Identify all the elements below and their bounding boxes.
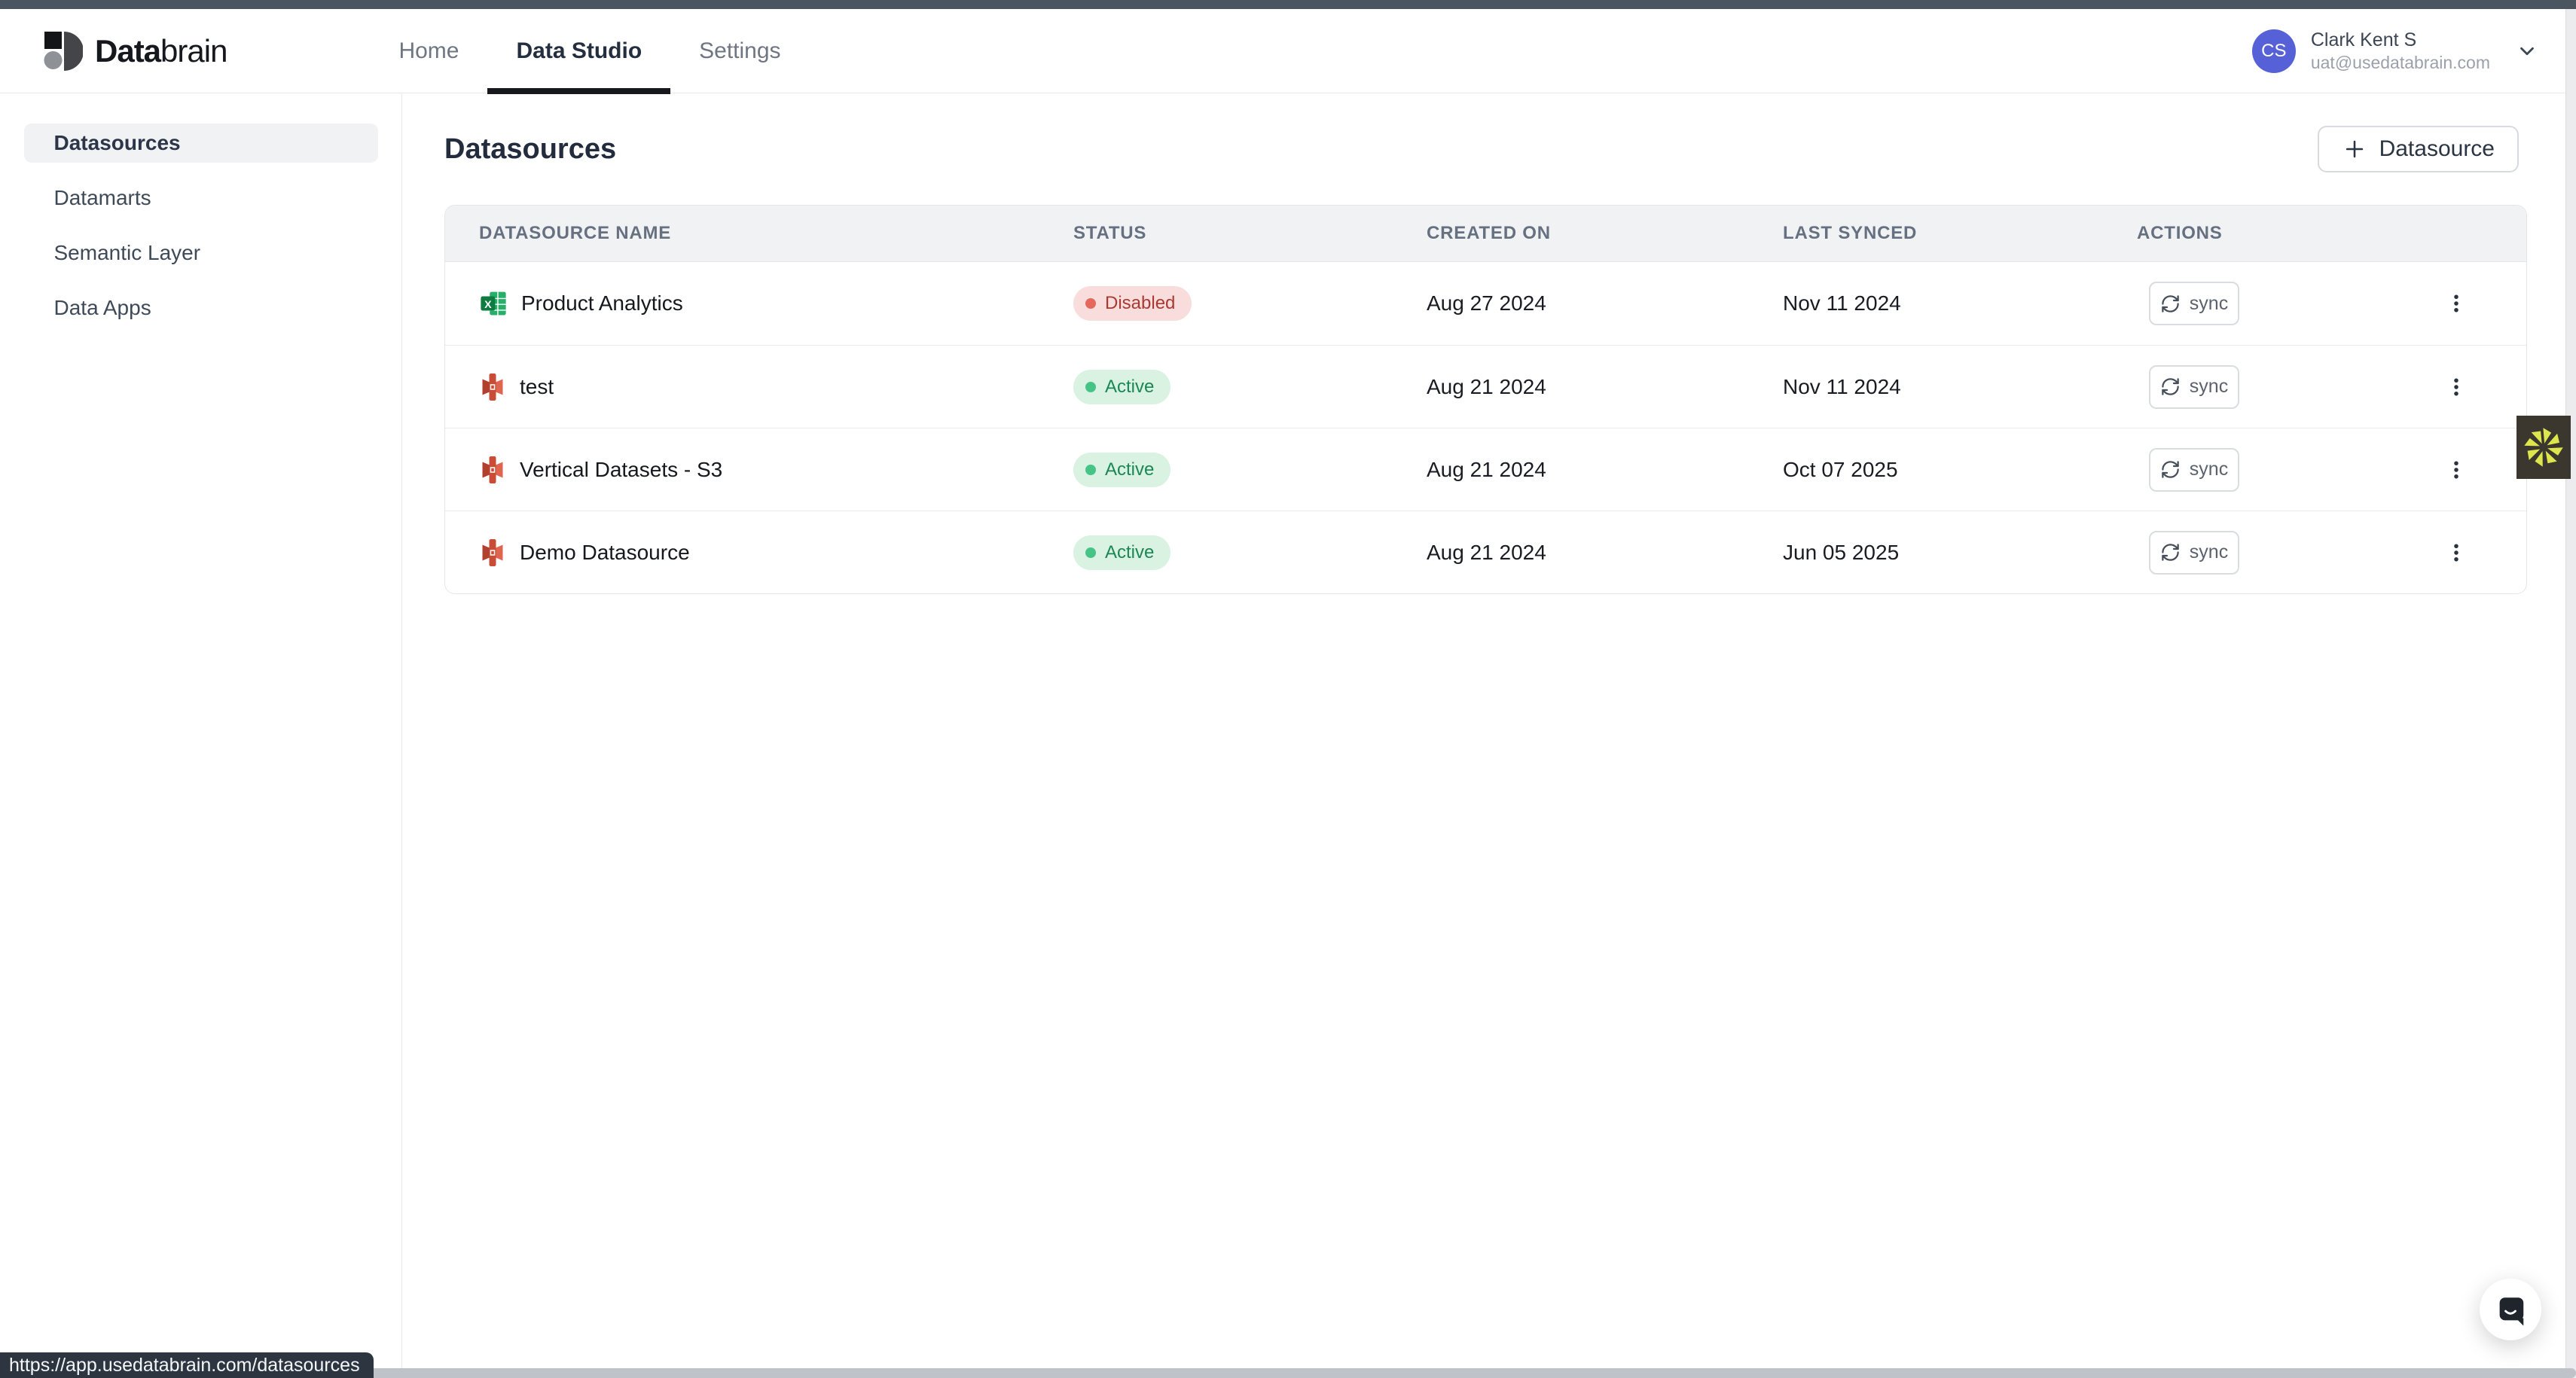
datasource-name: Vertical Datasets - S3 — [520, 457, 723, 481]
brand-name: Databrain — [95, 32, 227, 69]
chat-bubble-icon — [2499, 1297, 2524, 1326]
sidebar-item-datasources[interactable]: Datasources — [23, 123, 378, 163]
created-on: Aug 21 2024 — [1427, 457, 1546, 481]
refresh-icon — [2162, 461, 2179, 478]
chevron-down-icon — [2520, 47, 2534, 56]
row-menu-button[interactable] — [2437, 281, 2475, 326]
sync-label: sync — [2189, 541, 2229, 562]
col-header-actions: Actions — [2137, 223, 2223, 243]
horizontal-scrollbar-thumb[interactable] — [0, 1368, 2576, 1378]
annotation-widget-button[interactable] — [2516, 416, 2571, 479]
status-badge: Active — [1073, 535, 1171, 570]
row-menu-button[interactable] — [2437, 530, 2475, 575]
status-badge: Disabled — [1073, 286, 1192, 321]
avatar: CS — [2251, 29, 2296, 73]
chat-launcher-button[interactable] — [2480, 1279, 2541, 1340]
created-on: Aug 21 2024 — [1427, 540, 1546, 564]
user-menu[interactable]: CS Clark Kent S uat@usedatabrain.com — [2251, 9, 2538, 93]
window-top-strip — [0, 0, 2576, 9]
kebab-icon — [2454, 544, 2458, 561]
sidebar-item-semantic-layer[interactable]: Semantic Layer — [53, 241, 201, 264]
status-dot-icon — [1085, 547, 1096, 558]
last-synced: Nov 11 2024 — [1783, 374, 1901, 398]
app-header: Databrain Home Data Studio Settings CS C… — [0, 9, 2576, 94]
last-synced: Nov 11 2024 — [1783, 291, 1901, 315]
sync-button[interactable]: sync — [2149, 282, 2239, 325]
refresh-icon — [2162, 544, 2179, 561]
plus-icon — [2346, 140, 2363, 158]
redshift-icon — [482, 456, 503, 483]
sidebar-item-datamarts[interactable]: Datamarts — [53, 186, 151, 209]
redshift-icon — [482, 538, 503, 566]
datasource-name: Product Analytics — [521, 291, 683, 315]
table-header-row: Datasource Name Status Created On Last S… — [445, 206, 2526, 262]
databrain-logo[interactable]: Databrain — [44, 31, 227, 71]
page-head: Datasources Datasource — [444, 126, 2519, 172]
main-nav: Home Data Studio Settings — [370, 9, 809, 94]
table-row[interactable]: test Active Aug 21 2024 Nov 11 2024 sync — [445, 345, 2526, 428]
last-synced: Oct 07 2025 — [1783, 457, 1898, 481]
nav-tab-data-studio[interactable]: Data Studio — [487, 9, 670, 94]
refresh-icon — [2162, 294, 2179, 312]
main-content: Datasources Datasource Datasource Name S… — [402, 94, 2565, 1378]
table-row[interactable]: Vertical Datasets - S3 Active Aug 21 202… — [445, 428, 2526, 511]
svg-text:X: X — [484, 299, 492, 311]
kebab-icon — [2454, 294, 2458, 312]
status-dot-icon — [1085, 298, 1096, 309]
kebab-icon — [2454, 461, 2458, 478]
datasource-name: test — [520, 374, 554, 398]
status-url-tooltip: https://app.usedatabrain.com/datasources — [0, 1352, 374, 1378]
nav-tab-home[interactable]: Home — [398, 38, 459, 63]
table-row[interactable]: X Product Analytics Disabled Aug 27 2024… — [445, 262, 2526, 345]
user-email: uat@usedatabrain.com — [2310, 53, 2490, 73]
datasources-table: Datasource Name Status Created On Last S… — [444, 205, 2527, 594]
add-datasource-button[interactable]: Datasource — [2317, 126, 2519, 172]
sync-label: sync — [2189, 376, 2229, 397]
status-badge: Active — [1073, 452, 1171, 487]
nav-tab-settings[interactable]: Settings — [699, 38, 781, 63]
created-on: Aug 27 2024 — [1427, 291, 1546, 315]
excel-icon: X — [481, 291, 506, 316]
sync-button[interactable]: sync — [2149, 530, 2239, 575]
add-datasource-label: Datasource — [2379, 136, 2495, 161]
row-menu-button[interactable] — [2437, 447, 2475, 492]
vertical-scrollbar[interactable] — [2565, 9, 2576, 1378]
user-meta: Clark Kent S uat@usedatabrain.com — [2311, 29, 2490, 74]
last-synced: Jun 05 2025 — [1783, 540, 1900, 564]
refresh-icon — [2162, 378, 2179, 395]
page-title: Datasources — [444, 133, 617, 165]
status-dot-icon — [1085, 464, 1096, 475]
user-name: Clark Kent S — [2310, 29, 2417, 50]
sync-label: sync — [2189, 292, 2229, 314]
sync-label: sync — [2189, 459, 2229, 480]
col-header-synced: Last Synced — [1783, 223, 1918, 243]
col-header-name: Datasource Name — [479, 223, 672, 243]
kebab-icon — [2454, 378, 2458, 395]
sidebar-item-data-apps[interactable]: Data Apps — [53, 296, 151, 319]
sync-button[interactable]: sync — [2149, 364, 2239, 409]
databrain-logo-icon — [44, 31, 83, 71]
starburst-icon — [2524, 428, 2563, 467]
sync-button[interactable]: sync — [2149, 447, 2239, 492]
row-menu-button[interactable] — [2437, 364, 2475, 410]
datasource-name: Demo Datasource — [520, 540, 690, 564]
col-header-status: Status — [1073, 223, 1147, 243]
status-dot-icon — [1085, 381, 1096, 392]
sidebar: Datasources Datamarts Semantic Layer Dat… — [0, 94, 402, 1378]
created-on: Aug 21 2024 — [1427, 374, 1546, 398]
status-badge: Active — [1073, 369, 1171, 404]
col-header-created: Created On — [1427, 223, 1551, 243]
redshift-icon — [482, 373, 503, 401]
table-row[interactable]: Demo Datasource Active Aug 21 2024 Jun 0… — [445, 511, 2526, 593]
